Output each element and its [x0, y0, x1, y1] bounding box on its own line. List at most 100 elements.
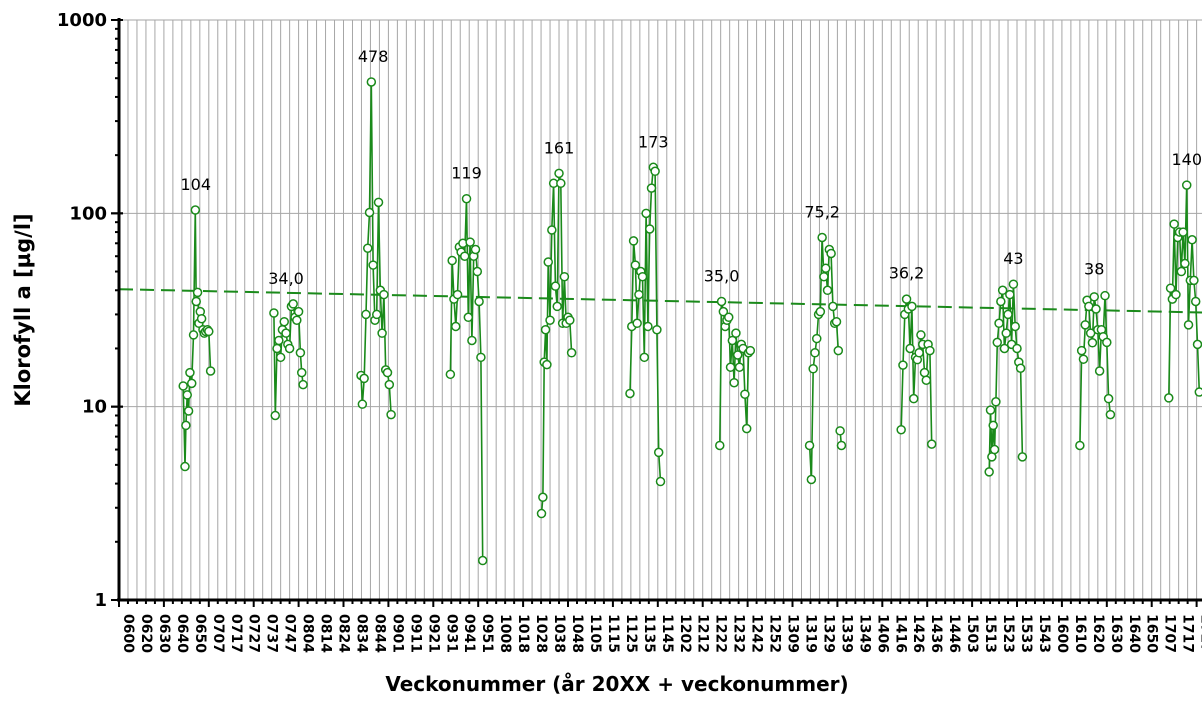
x-tick-label: 1426	[910, 614, 926, 653]
x-tick-label: 1707	[1162, 614, 1178, 653]
data-point	[452, 322, 460, 330]
data-point	[820, 273, 828, 281]
data-point	[461, 252, 469, 260]
x-tick-label: 1319	[802, 614, 818, 653]
data-point	[295, 308, 303, 316]
trendline	[119, 289, 1202, 312]
data-point	[1004, 310, 1012, 318]
x-tick-label: 1650	[1144, 614, 1160, 653]
data-point	[1195, 388, 1202, 396]
data-point	[181, 463, 189, 471]
data-point	[809, 365, 817, 373]
data-point	[1103, 338, 1111, 346]
data-point	[1081, 321, 1089, 329]
data-point	[1009, 280, 1017, 288]
peak-annotation: 75,2	[804, 202, 840, 221]
x-tick-label: 1600	[1054, 614, 1070, 653]
y-axis-title: Klorofyll a [µg/l]	[11, 213, 35, 406]
data-point	[908, 302, 916, 310]
data-point	[473, 268, 481, 276]
data-point	[186, 369, 194, 377]
x-tick-label: 0911	[407, 614, 423, 653]
data-point	[557, 179, 565, 187]
data-point	[198, 315, 206, 323]
data-point	[194, 288, 202, 296]
data-point	[1190, 276, 1198, 284]
data-point	[813, 335, 821, 343]
x-tick-label: 1232	[731, 614, 747, 653]
data-point	[921, 369, 929, 377]
x-tick-label: 0727	[246, 614, 262, 653]
data-point	[630, 237, 638, 245]
data-point	[727, 363, 735, 371]
data-point	[270, 309, 278, 317]
data-point	[362, 310, 370, 318]
data-point	[1096, 367, 1104, 375]
data-point	[293, 316, 301, 324]
x-tick-label: 1008	[497, 614, 513, 653]
data-point	[725, 313, 733, 321]
y-tick-label: 100	[69, 203, 107, 224]
data-point	[640, 353, 648, 361]
data-point	[205, 327, 213, 335]
data-point	[555, 169, 563, 177]
x-tick-label: 0844	[371, 614, 387, 653]
peak-annotation: 119	[451, 164, 482, 183]
data-point	[903, 295, 911, 303]
data-point	[910, 395, 918, 403]
data-point	[546, 316, 554, 324]
x-tick-label: 1503	[964, 614, 980, 653]
annotations-group: 104 34,0 478 119 161 173 35,0 75,2 36,2 43 38 140	[181, 47, 1202, 288]
data-point	[286, 344, 294, 352]
peak-annotation: 43	[1003, 249, 1023, 268]
data-point	[466, 238, 474, 246]
y-tick-label: 1	[94, 590, 107, 611]
x-tick-label: 0814	[318, 614, 334, 653]
x-tick-label: 1202	[677, 614, 693, 653]
data-point	[539, 493, 547, 501]
data-point	[289, 300, 297, 308]
series-line-2010	[542, 173, 572, 513]
y-tick-label: 1000	[57, 10, 107, 31]
data-point	[626, 389, 634, 397]
peak-annotation: 38	[1084, 260, 1104, 279]
data-point	[551, 282, 559, 290]
data-point	[188, 379, 196, 387]
peak-annotation: 173	[638, 132, 669, 151]
data-point	[837, 441, 845, 449]
data-point	[282, 329, 290, 337]
data-point	[985, 468, 993, 476]
y-tick-label: 10	[82, 397, 107, 418]
data-point	[997, 297, 1005, 305]
data-point	[824, 286, 832, 294]
data-point	[280, 318, 288, 326]
data-point	[275, 336, 283, 344]
data-point	[806, 441, 814, 449]
peak-annotation: 140	[1171, 150, 1202, 169]
data-point	[917, 331, 925, 339]
data-point	[191, 206, 199, 214]
x-tick-label: 1533	[1018, 614, 1034, 653]
data-point	[1017, 364, 1025, 372]
data-point	[542, 326, 550, 334]
x-tick-label: 1105	[587, 614, 603, 653]
data-point	[991, 446, 999, 454]
x-tick-label: 1406	[874, 614, 890, 653]
data-point	[1183, 181, 1191, 189]
x-tick-label: 0824	[336, 614, 352, 653]
x-tick-label: 1242	[749, 614, 765, 653]
data-point	[822, 264, 830, 272]
data-point	[995, 319, 1003, 327]
data-point	[1105, 395, 1113, 403]
data-point	[1177, 268, 1185, 276]
data-point	[743, 425, 751, 433]
data-point	[655, 448, 663, 456]
data-point	[298, 369, 306, 377]
x-tick-label: 0921	[425, 614, 441, 653]
data-point	[716, 441, 724, 449]
data-point	[1006, 291, 1014, 299]
data-point	[829, 302, 837, 310]
x-tick-label: 1630	[1108, 614, 1124, 653]
x-tick-label: 1339	[838, 614, 854, 653]
data-point	[648, 184, 656, 192]
